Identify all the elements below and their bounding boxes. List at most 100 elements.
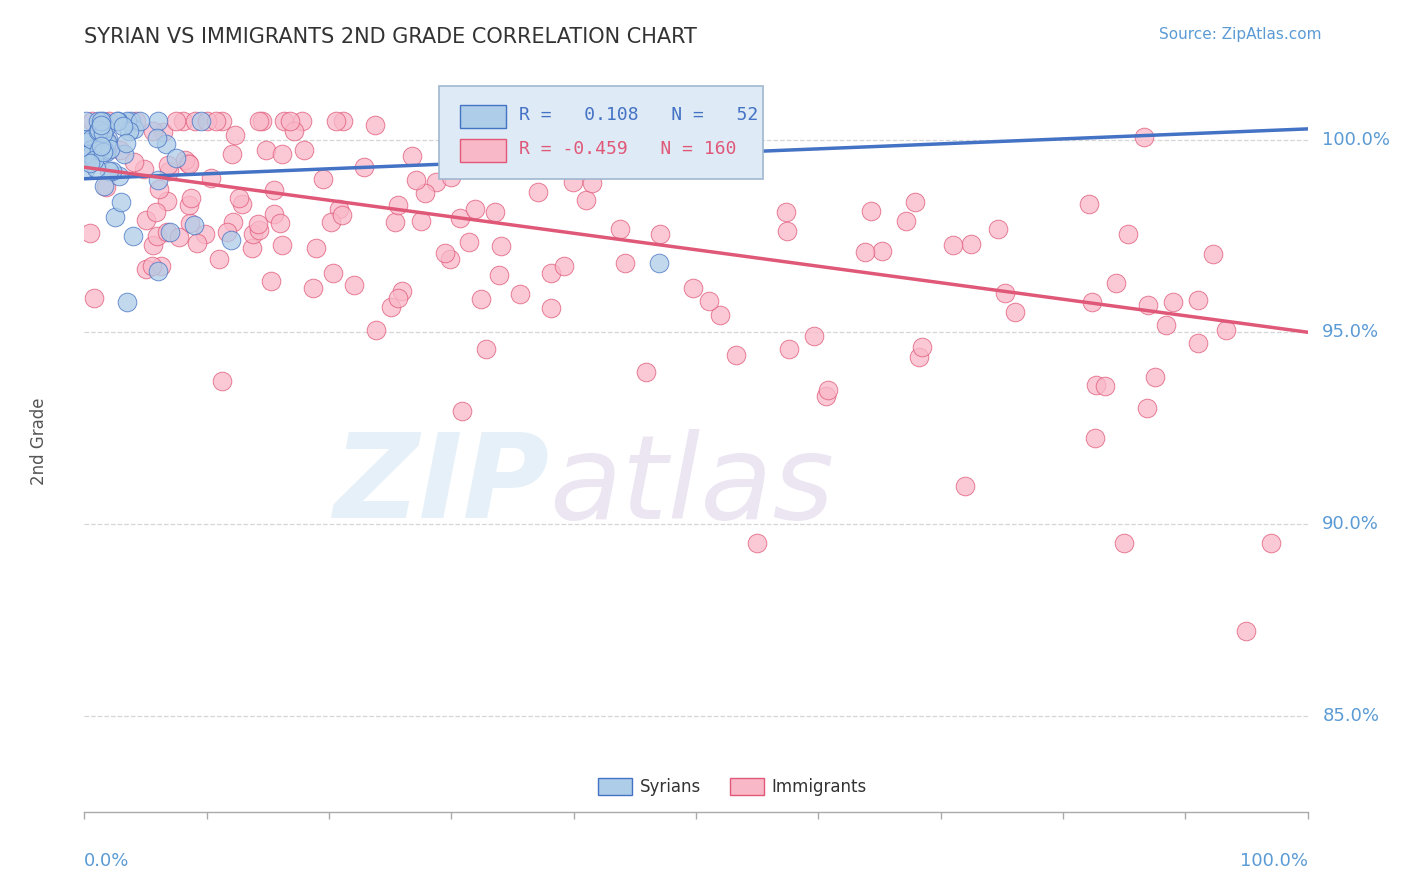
Point [156, 194, 179, 208]
Point [246, 217, 269, 231]
Point [84, 161, 107, 175]
Text: 100.0%: 100.0% [1240, 853, 1308, 871]
Point [247, 223, 270, 237]
Point [1161, 295, 1184, 310]
Point [778, 343, 800, 357]
Point [488, 268, 510, 282]
Point [575, 194, 598, 208]
Point [242, 227, 264, 242]
Point [292, 143, 315, 157]
Point [83, 153, 105, 168]
Point [94, 145, 117, 159]
Point [450, 404, 472, 418]
Point [987, 221, 1010, 235]
Point [146, 131, 169, 145]
Point [87, 124, 110, 138]
Point [1084, 431, 1107, 445]
Point [179, 216, 201, 230]
Point [291, 114, 314, 128]
Point [135, 262, 157, 277]
Point [994, 286, 1017, 301]
Point [803, 329, 825, 343]
Text: Immigrants: Immigrants [772, 778, 868, 796]
Point [115, 114, 138, 128]
Point [1187, 336, 1209, 351]
Point [122, 229, 145, 244]
Point [325, 114, 347, 128]
Point [613, 256, 636, 270]
Point [141, 259, 163, 273]
Point [380, 300, 402, 314]
Point [328, 202, 350, 216]
Point [110, 194, 132, 209]
Point [387, 198, 409, 212]
Text: R =   0.108   N =   52: R = 0.108 N = 52 [519, 106, 758, 124]
Point [775, 204, 797, 219]
Text: R = -0.459   N = 160: R = -0.459 N = 160 [519, 140, 737, 158]
Point [215, 226, 238, 240]
Point [489, 238, 512, 252]
Point [562, 175, 585, 189]
Point [269, 216, 291, 230]
Point [384, 214, 406, 228]
Point [894, 214, 917, 228]
Point [1143, 369, 1166, 384]
Point [86, 114, 108, 128]
Text: 2nd Grade: 2nd Grade [30, 398, 48, 485]
Point [96, 135, 118, 149]
Point [145, 205, 167, 219]
Point [585, 161, 607, 175]
Point [870, 244, 893, 259]
Point [115, 294, 138, 309]
Point [129, 114, 152, 128]
Point [156, 226, 179, 240]
Point [509, 287, 531, 301]
Point [260, 274, 283, 288]
Point [104, 210, 127, 224]
Point [172, 114, 194, 128]
Point [449, 211, 471, 225]
Point [776, 224, 799, 238]
Point [97, 164, 120, 178]
Point [177, 156, 200, 170]
Point [183, 218, 205, 232]
Point [221, 147, 243, 161]
Point [76, 135, 98, 149]
Point [231, 197, 253, 211]
Point [194, 227, 217, 241]
Text: 0.0%: 0.0% [84, 853, 129, 871]
Point [387, 292, 409, 306]
Point [82, 114, 104, 128]
Point [77, 147, 100, 161]
Point [159, 226, 181, 240]
Point [464, 202, 486, 217]
Point [475, 342, 498, 356]
Point [263, 207, 285, 221]
Point [122, 121, 145, 136]
Point [254, 143, 277, 157]
Point [87, 123, 110, 137]
Point [83, 291, 105, 305]
Point [94, 136, 117, 150]
Point [853, 245, 876, 260]
Point [366, 322, 388, 336]
Point [219, 233, 242, 247]
Point [405, 173, 427, 187]
Point [1133, 129, 1156, 144]
Point [228, 191, 250, 205]
Point [441, 136, 464, 150]
Point [148, 181, 170, 195]
Point [134, 161, 156, 176]
Point [105, 114, 128, 128]
Point [270, 237, 292, 252]
Point [1094, 379, 1116, 393]
Point [146, 173, 169, 187]
Point [540, 301, 562, 316]
Point [581, 176, 603, 190]
Point [107, 114, 129, 128]
Point [1085, 378, 1108, 392]
Bar [460, 139, 506, 162]
Point [91, 145, 114, 160]
Point [302, 281, 325, 295]
Point [157, 163, 180, 178]
